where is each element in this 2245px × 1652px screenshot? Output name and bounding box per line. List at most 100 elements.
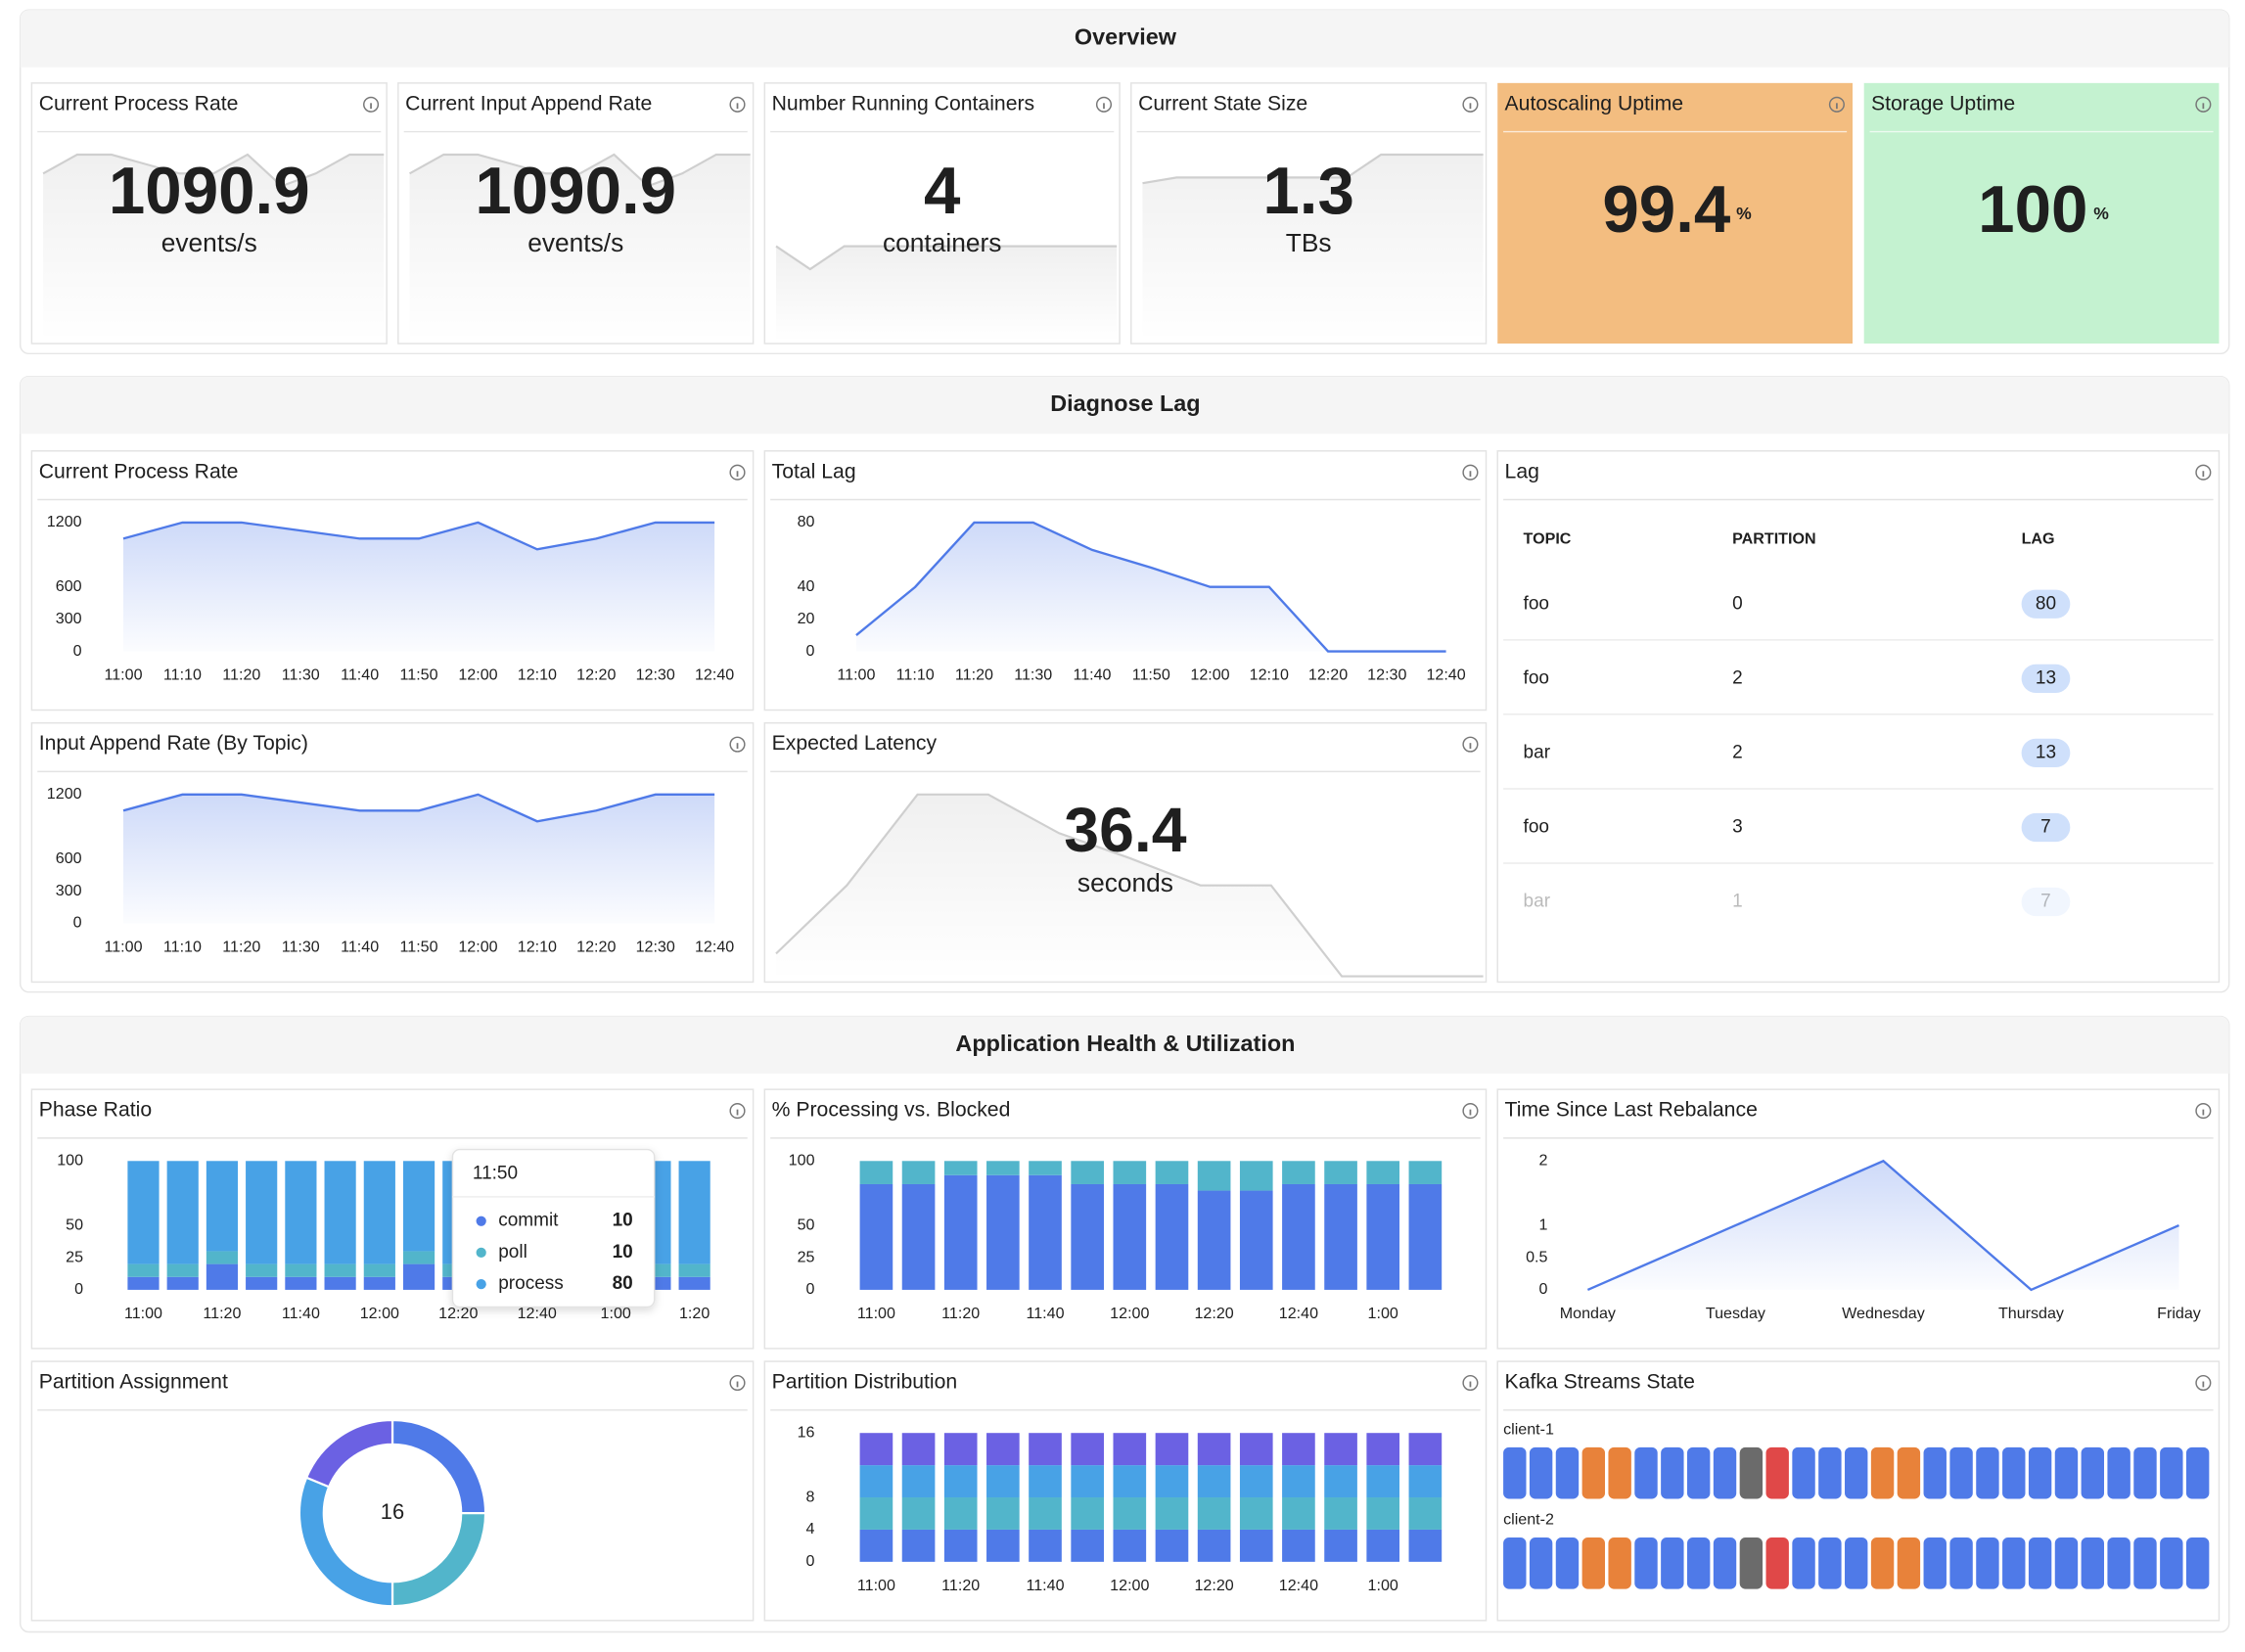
sparkline-area [43, 154, 385, 343]
state-block [2160, 1446, 2183, 1499]
state-block [1686, 1537, 1711, 1589]
bar-segment [1324, 1529, 1357, 1562]
info-icon [1828, 96, 1845, 113]
y-tick-label: 8 [806, 1488, 815, 1505]
lag-badge [2021, 664, 2071, 693]
state-block [1581, 1446, 1606, 1499]
section-header [20, 376, 2229, 435]
bar-segment [1197, 1497, 1231, 1530]
state-block [2002, 1537, 2026, 1589]
bar-segment [246, 1161, 278, 1264]
sparkline-area [776, 794, 1484, 981]
stat-value: 100 [1978, 173, 2087, 247]
bar-segment [1366, 1529, 1400, 1562]
bar-segment [859, 1433, 893, 1466]
x-tick-label: 12:10 [518, 939, 557, 956]
stat-value: 1.3 [1262, 155, 1354, 228]
x-tick-label: 11:10 [896, 666, 935, 684]
panel [1497, 82, 1853, 344]
y-tick-label: 16 [798, 1423, 815, 1441]
tooltip-name: process [498, 1273, 564, 1294]
bar-segment [1408, 1497, 1443, 1530]
table-cell: foo [1524, 667, 1549, 688]
lag-badge [2021, 738, 2071, 768]
bar-segment [678, 1161, 710, 1264]
x-tick-label: Tuesday [1706, 1305, 1765, 1322]
donut-segment [304, 1418, 394, 1489]
bar-segment [986, 1161, 1020, 1175]
bar-segment [1155, 1465, 1189, 1498]
x-tick-label: 11:00 [857, 1577, 895, 1594]
y-tick-label: 300 [56, 882, 82, 899]
x-tick-label: 11:40 [341, 939, 379, 956]
bar-segment [1282, 1529, 1315, 1562]
bar-segment [1155, 1183, 1189, 1290]
bar-segment [1071, 1433, 1104, 1466]
stat-value: 99.4 [1602, 173, 1731, 247]
bar-segment [1282, 1465, 1315, 1498]
line [122, 793, 715, 823]
bar-segment [1324, 1465, 1357, 1498]
table-cell: 13 [2036, 667, 2056, 688]
info-icon [1095, 96, 1113, 113]
x-tick-label: 12:20 [1194, 1577, 1233, 1594]
table-cell: 1 [1732, 892, 1743, 912]
state-block [1870, 1537, 1895, 1589]
state-block [1976, 1537, 1999, 1589]
bar-segment [1113, 1433, 1147, 1466]
bar-segment [1282, 1433, 1315, 1466]
tooltip-name: commit [498, 1211, 559, 1231]
y-tick-label: 80 [798, 513, 815, 530]
x-tick-label: 12:30 [636, 666, 675, 684]
line-area [1587, 1161, 2179, 1290]
bar-segment [1029, 1529, 1062, 1562]
y-tick-label: 100 [789, 1152, 815, 1170]
y-tick-label: 50 [798, 1216, 815, 1233]
stat-unit: events/s [161, 228, 257, 257]
bar-segment [1366, 1161, 1400, 1184]
table-cell: foo [1524, 816, 1549, 837]
bar-segment [859, 1183, 893, 1290]
bar-segment [1239, 1465, 1273, 1498]
bar-segment [901, 1529, 936, 1562]
panel [1496, 450, 2221, 984]
state-block [1608, 1537, 1631, 1589]
bar-segment [1408, 1161, 1443, 1184]
stat-value: 36.4 [1064, 795, 1186, 865]
section-header [20, 1016, 2229, 1075]
bar-segment [943, 1433, 978, 1466]
bar-segment [901, 1497, 936, 1530]
state-block [1634, 1446, 1658, 1499]
section-title: Diagnose Lag [1050, 390, 1200, 416]
x-tick-label: 11:40 [1073, 666, 1111, 684]
x-tick-label: 12:10 [1250, 666, 1289, 684]
x-tick-label: 11:10 [163, 666, 202, 684]
info-icon [729, 736, 746, 753]
bar-segment [1029, 1433, 1062, 1466]
panel-title: Current Input Append Rate [405, 92, 652, 115]
bar-segment [986, 1174, 1020, 1290]
info-icon [729, 1103, 746, 1120]
bar-segment [1197, 1190, 1231, 1290]
y-tick-label: 2 [1538, 1152, 1547, 1170]
state-block [1845, 1446, 1868, 1499]
x-tick-label: 11:50 [400, 939, 438, 956]
state-block [1555, 1537, 1580, 1589]
lag-badge [2021, 812, 2071, 843]
bar-segment [901, 1433, 936, 1466]
y-tick-label: 0 [1538, 1280, 1547, 1298]
line-area [855, 522, 1446, 652]
bar-segment [324, 1263, 356, 1277]
info-icon [1462, 1374, 1479, 1392]
bar-segment [1029, 1161, 1062, 1175]
stat-value: 1090.9 [109, 155, 310, 228]
tooltip-name: poll [498, 1242, 527, 1262]
line [855, 521, 1446, 653]
x-tick-label: 12:30 [636, 939, 675, 956]
state-block [1739, 1446, 1764, 1499]
state-block [1949, 1537, 1973, 1589]
bar-segment [859, 1465, 893, 1498]
state-block [1555, 1446, 1580, 1499]
state-block [2133, 1537, 2157, 1589]
bar-segment [859, 1497, 893, 1530]
